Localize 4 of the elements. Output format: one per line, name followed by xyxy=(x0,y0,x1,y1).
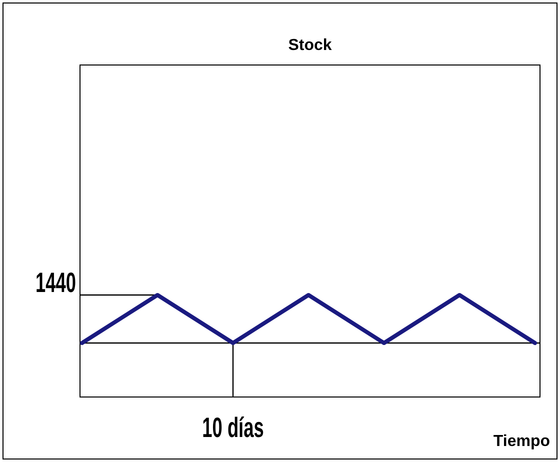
text: 1440 xyxy=(36,268,76,300)
text: Tiempo xyxy=(493,433,550,450)
text: 10 días xyxy=(202,413,264,444)
chart-title: Stock xyxy=(288,37,332,54)
